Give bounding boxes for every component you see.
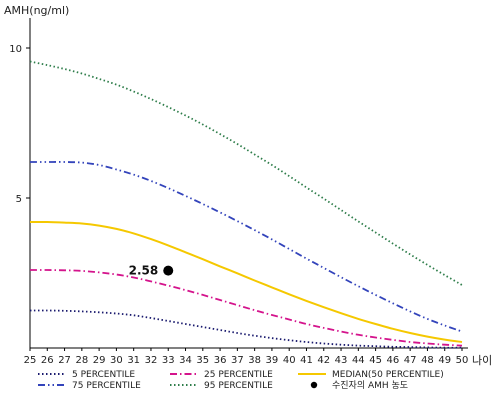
x-tick-label: 29 [93, 355, 106, 366]
patient-amh-marker [163, 265, 174, 276]
x-tick-label: 39 [266, 355, 279, 366]
series-lines [29, 60, 463, 349]
legend-swatch-marker [310, 381, 318, 389]
x-tick-label: 28 [75, 355, 88, 366]
y-tick-label: 5 [16, 194, 22, 205]
x-tick-label: 31 [127, 355, 140, 366]
patient-marker-group: 2.58 [129, 264, 174, 278]
x-tick-label: 37 [231, 355, 244, 366]
patient-amh-value-label: 2.58 [129, 264, 159, 278]
x-tick-label: 42 [317, 355, 330, 366]
x-tick-label: 45 [369, 355, 382, 366]
series-line-median [29, 220, 463, 343]
series-line-p75 [30, 161, 463, 333]
axis-ticks: 5 10 25 26 27 28 29 30 31 32 33 34 35 36 37 38 39 40 41 42 4… [9, 44, 468, 366]
x-tick-label: 34 [179, 355, 192, 366]
x-tick-label: 40 [283, 355, 296, 366]
x-axis-label: 나이 [472, 354, 492, 367]
x-tick-label: 35 [196, 355, 209, 366]
legend-label-median: MEDIAN(50 PERCENTILE) [332, 370, 444, 380]
x-tick-label: 32 [145, 355, 158, 366]
axes: AMH(ng/ml) 나이 [4, 4, 492, 367]
legend-label-marker: 수진자의 AMH 농도 [332, 380, 408, 391]
x-tick-label: 30 [110, 355, 123, 366]
legend-label-p25: 25 PERCENTILE [204, 370, 273, 380]
legend-label-p5: 5 PERCENTILE [72, 370, 135, 380]
y-axis-label: AMH(ng/ml) [4, 4, 69, 17]
x-tick-label: 38 [248, 355, 261, 366]
x-tick-label: 43 [335, 355, 348, 366]
x-tick-label: 49 [438, 355, 451, 366]
x-tick-label: 25 [24, 355, 37, 366]
legend: 5 PERCENTILE 25 PERCENTILE MEDIAN(50 PERCE… [38, 370, 444, 391]
x-tick-label: 46 [387, 355, 400, 366]
legend-label-p75: 75 PERCENTILE [72, 381, 141, 391]
y-tick-label: 10 [9, 44, 22, 55]
x-tick-label: 44 [352, 355, 365, 366]
x-tick-label: 36 [214, 355, 227, 366]
x-tick-label: 47 [404, 355, 417, 366]
legend-label-p95: 95 PERCENTILE [204, 381, 273, 391]
x-tick-label: 26 [41, 355, 54, 366]
series-line-p95 [29, 60, 463, 286]
x-tick-label: 41 [300, 355, 313, 366]
series-line-p25 [29, 269, 463, 347]
x-tick-label: 33 [162, 355, 175, 366]
x-tick-label: 50 [456, 355, 469, 366]
x-tick-label: 48 [421, 355, 434, 366]
x-tick-label: 27 [58, 355, 71, 366]
